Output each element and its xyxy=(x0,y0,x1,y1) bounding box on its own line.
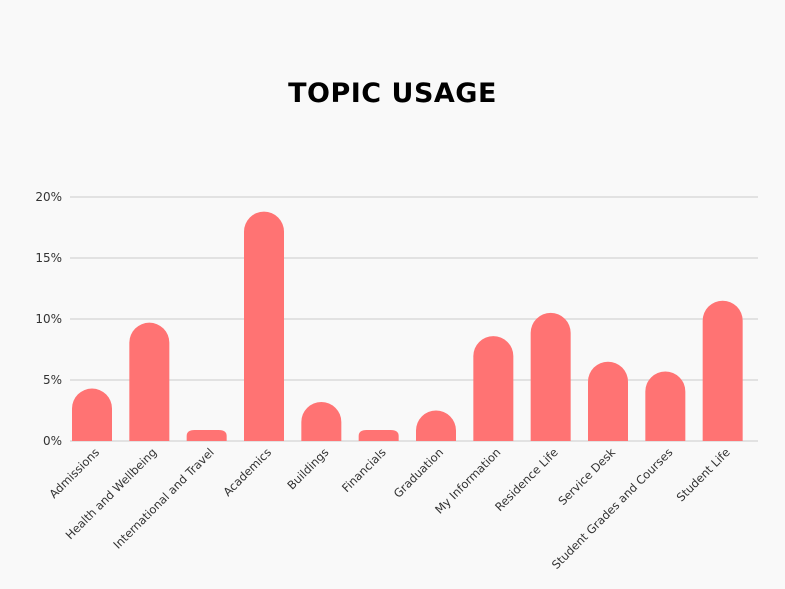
bar-buildings xyxy=(301,401,342,441)
bar-residence-life xyxy=(530,312,571,441)
bar-student-grades-and-courses xyxy=(645,371,686,441)
bar-academics xyxy=(244,211,284,441)
bar-service-desk xyxy=(588,361,628,441)
bar-international-and-travel xyxy=(186,430,227,441)
bars xyxy=(72,211,743,441)
y-tick-label: 20% xyxy=(35,190,62,204)
y-tick-label: 5% xyxy=(43,373,62,387)
bar-student-life xyxy=(702,300,743,441)
bar-financials xyxy=(358,430,399,441)
x-tick-label: Financials xyxy=(339,445,389,495)
chart-title: TOPIC USAGE xyxy=(288,78,497,109)
bar-admissions xyxy=(72,388,112,441)
x-tick-label: Student Grades and Courses xyxy=(549,445,676,572)
x-tick-label: Student Life xyxy=(674,445,733,504)
y-tick-label: 15% xyxy=(35,251,62,265)
x-tick-label: Admissions xyxy=(46,445,102,501)
bar-health-and-wellbeing xyxy=(129,322,170,441)
y-tick-label: 10% xyxy=(35,312,62,326)
x-tick-label: International and Travel xyxy=(110,445,216,551)
x-tick-label: Buildings xyxy=(284,445,331,492)
x-tick-label: Service Desk xyxy=(555,445,618,508)
x-tick-label: Academics xyxy=(220,445,274,499)
y-axis-ticks: 0% 5% 10% 15% 20% xyxy=(35,190,62,448)
bar-my-information xyxy=(473,336,514,441)
bar-graduation xyxy=(416,410,457,441)
x-tick-label: Graduation xyxy=(391,445,446,500)
gridlines xyxy=(70,196,758,442)
y-tick-label: 0% xyxy=(43,434,62,448)
